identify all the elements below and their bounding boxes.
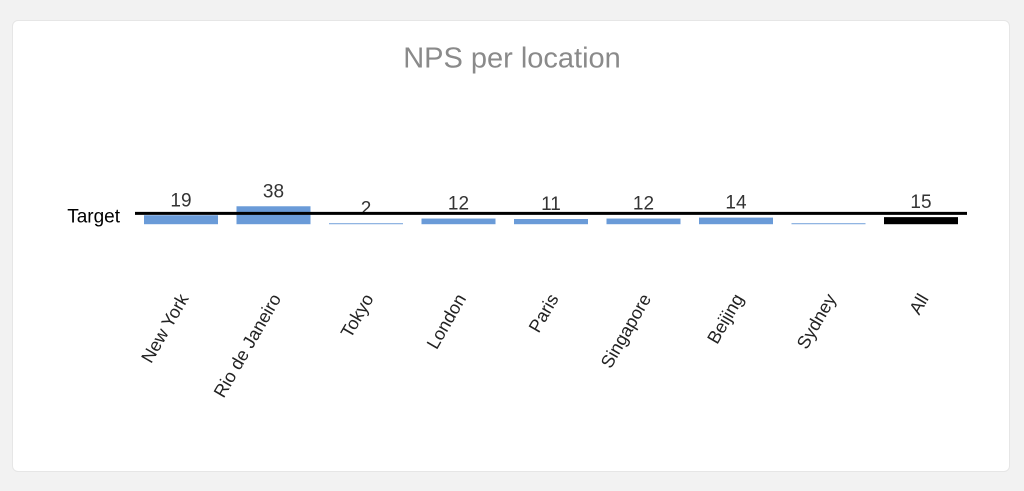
bar xyxy=(236,206,311,225)
bar xyxy=(144,215,218,225)
x-tick-label: Beijing xyxy=(703,290,747,347)
bar xyxy=(421,218,496,225)
x-tick-label: Paris xyxy=(525,290,563,336)
x-tick-label: New York xyxy=(137,290,193,367)
bar xyxy=(329,223,403,225)
chart-title: NPS per location xyxy=(403,43,621,75)
value-label: 19 xyxy=(170,190,191,211)
x-tick-label: Sydney xyxy=(793,290,840,352)
value-label: 11 xyxy=(541,194,561,215)
x-tick-label: All xyxy=(905,290,932,317)
target-label: Target xyxy=(67,206,121,227)
bar xyxy=(606,218,681,225)
bar xyxy=(884,217,958,225)
value-label: 12 xyxy=(448,194,469,215)
bar xyxy=(699,217,773,225)
card xyxy=(12,20,1010,472)
value-label: 2 xyxy=(361,198,372,219)
bar xyxy=(514,219,588,225)
bar xyxy=(791,223,866,225)
x-tick-label: Rio de Janeiro xyxy=(210,290,285,401)
x-tick-label: Tokyo xyxy=(337,290,378,341)
value-label: 15 xyxy=(910,192,931,213)
value-label: 12 xyxy=(633,194,654,215)
x-tick-label: London xyxy=(423,290,470,352)
x-tick-label: Singapore xyxy=(597,290,655,371)
value-label: 38 xyxy=(263,181,284,202)
value-label: 14 xyxy=(725,193,747,214)
